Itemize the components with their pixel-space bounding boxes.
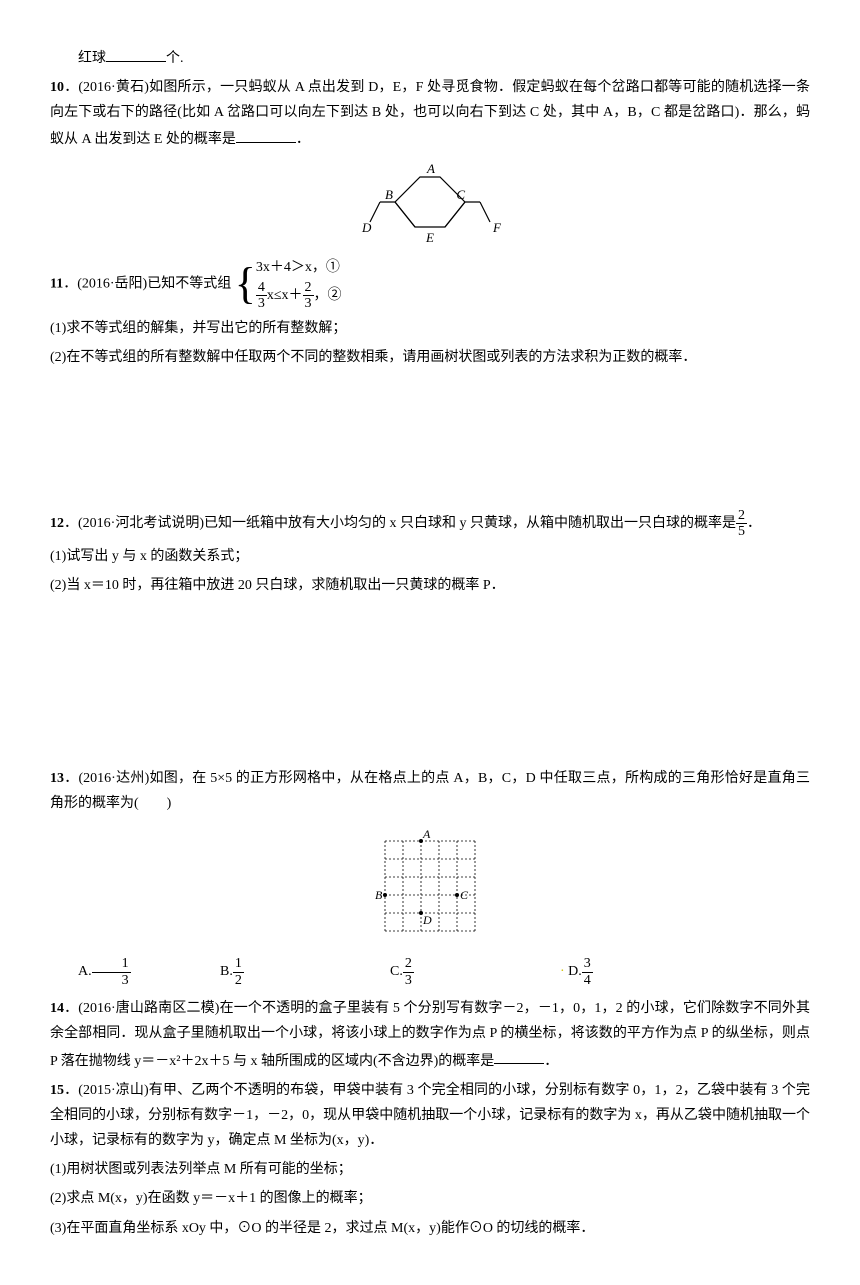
opt-c-num: 2 [403,956,414,972]
q9-blank [106,44,166,62]
q11-system: { 3x＋4＞x，① 43x≤x＋23，② [235,257,342,311]
q11-eq2-suf: ，② [314,288,342,303]
q15-source: (2015·凉山) [78,1083,148,1098]
q10-blank [236,125,296,143]
opt-d-num: 3 [582,956,593,972]
q15-num: 15 [50,1083,64,1098]
grid-label-d: D [422,913,432,927]
q10-text: 如图所示，一只蚂蚁从 A 点出发到 D，E，F 处寻觅食物．假定蚂蚁在每个岔路口… [50,80,810,147]
q13: 13．(2016·达州)如图，在 5×5 的正方形网格中，从在格点上的点 A，B… [50,766,810,816]
q10: 10 ． (2016·黄石)如图所示，一只蚂蚁从 A 点出发到 D，E，F 处寻觅食… [50,75,810,152]
opt-c[interactable]: C.23 [390,956,560,988]
q11-f2n: 2 [303,280,314,296]
grid-label-c: C [460,888,469,902]
label-b: B [385,187,393,202]
q15: 15．(2015·凉山)有甲、乙两个不透明的布袋，甲袋中装有 3 个完全相同的小… [50,1078,810,1154]
q15-part2: (2)求点 M(x，y)在函数 y＝－x＋1 的图像上的概率； [50,1186,810,1211]
opt-d-den: 4 [582,973,593,988]
opt-a[interactable]: A.13 [50,956,220,988]
q10-source: (2016·黄石) [78,80,149,95]
q11: 11．(2016·岳阳)已知不等式组 { 3x＋4＞x，① 43x≤x＋23，② [50,257,810,311]
q11-f1d: 3 [256,296,267,311]
q13-diagram: A B C D [365,826,495,946]
q13-options: A.13 B.12 C.23 · D.34 [50,956,810,988]
q13-num: 13 [50,771,64,786]
opt-b-num: 1 [233,956,244,972]
q9-text-suffix: 个. [166,51,184,66]
q14: 14．(2016·唐山路南区二模)在一个不透明的盒子里装有 5 个分别写有数字－… [50,996,810,1073]
label-c: C [456,187,465,202]
q14-period: ． [544,1053,558,1068]
q14-num: 14 [50,1001,64,1016]
label-a: A [426,162,435,176]
opt-d-pre: D. [568,965,582,980]
q11-eq2-mid: x≤x＋ [267,288,303,303]
label-d: D [361,220,372,235]
q11-f1n: 4 [256,280,267,296]
opt-b-den: 2 [233,973,244,988]
q12-source: (2016·河北考试说明) [78,516,204,531]
q13-source: (2016·达州) [79,771,150,786]
q11-f2d: 3 [303,296,314,311]
opt-a-den: 3 [92,973,131,988]
q9-tail: 红球 个. [50,44,810,71]
opt-c-pre: C. [390,965,403,980]
q12-part2: (2)当 x＝10 时，再往箱中放进 20 只白球，求随机取出一只黄球的概率 P… [50,573,810,598]
label-f: F [492,220,502,235]
q10-num: 10 [50,80,64,95]
q11-text: 已知不等式组 [147,277,231,292]
q12: 12 ． (2016·河北考试说明)已知一纸箱中放有大小均匀的 x 只白球和 y 只… [50,508,810,540]
brace-icon: { [235,262,256,306]
q11-part2: (2)在不等式组的所有整数解中任取两个不同的整数相乘，请用画树状图或列表的方法求… [50,345,810,370]
opt-d[interactable]: · D.34 [560,956,730,988]
q14-source: (2016·唐山路南区二模) [78,1001,219,1016]
workspace-gap [50,374,810,504]
q13-text: 如图，在 5×5 的正方形网格中，从在格点上的点 A，B，C，D 中任取三点，所… [50,771,810,811]
dot-icon: · [560,965,565,980]
q11-num: 11 [50,277,63,292]
q15-part1: (1)用树状图或列表法列举点 M 所有可能的坐标； [50,1157,810,1182]
q12-fd: 5 [736,524,747,539]
q12-fn: 2 [736,508,747,524]
grid-label-a: A [422,827,431,841]
q12-period: ． [747,516,761,531]
q12-part1: (1)试写出 y 与 x 的函数关系式； [50,544,810,569]
q10-period: ． [296,132,310,147]
opt-a-pre: A. [78,965,92,980]
q12-text: 已知一纸箱中放有大小均匀的 x 只白球和 y 只黄球，从箱中随机取出一只白球的概… [204,516,736,531]
q12-num: 12 [50,516,64,531]
workspace-gap [50,602,810,762]
q10-diagram: A B C D E F [325,162,535,247]
opt-a-num: 1 [92,956,131,972]
label-e: E [425,230,434,245]
opt-b-pre: B. [220,965,233,980]
opt-c-den: 3 [403,973,414,988]
q15-text: 有甲、乙两个不透明的布袋，甲袋中装有 3 个完全相同的小球，分别标有数字 0，1… [50,1083,810,1148]
q14-blank [494,1047,544,1065]
q9-text-prefix: 红球 [78,51,106,66]
q11-eq1: 3x＋4＞x，① [256,260,340,275]
opt-b[interactable]: B.12 [220,956,390,988]
q11-part1: (1)求不等式组的解集，并写出它的所有整数解； [50,316,810,341]
q11-source: (2016·岳阳) [77,277,147,292]
q15-part3: (3)在平面直角坐标系 xOy 中，⊙O 的半径是 2，求过点 M(x，y)能作… [50,1216,810,1241]
grid-label-b: B [375,888,383,902]
